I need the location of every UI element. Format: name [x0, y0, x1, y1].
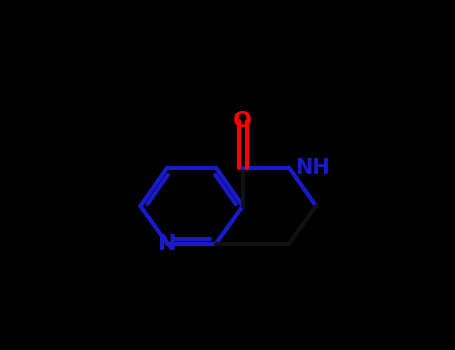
Text: N: N [158, 234, 177, 254]
Text: NH: NH [295, 158, 330, 177]
Text: O: O [233, 111, 253, 131]
